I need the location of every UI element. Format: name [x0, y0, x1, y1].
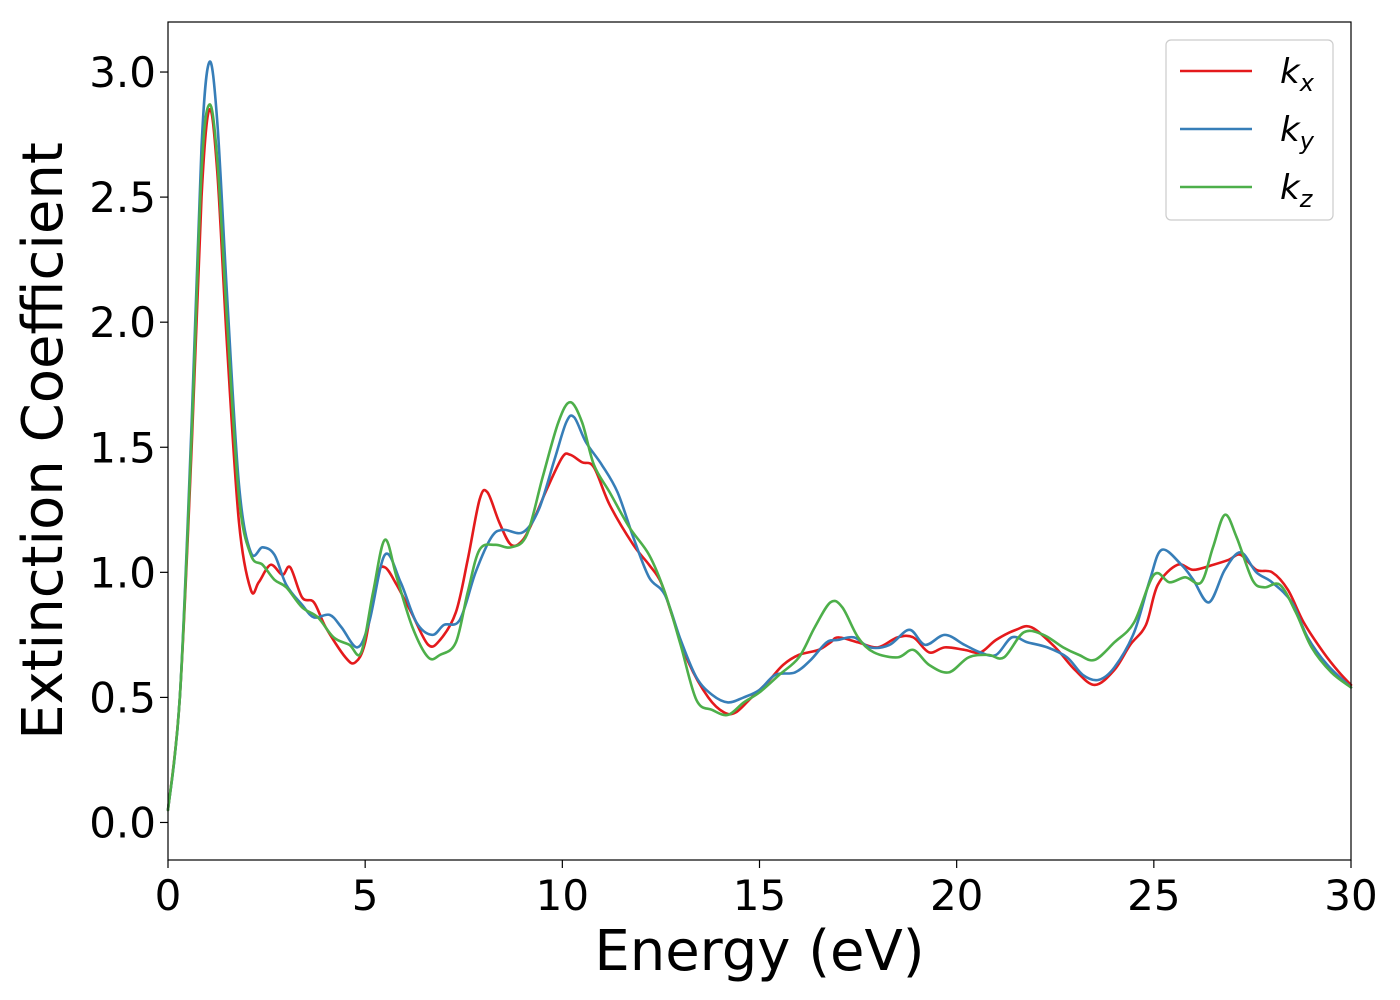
y-tick-label: 2.5 [89, 173, 156, 222]
y-tick-label: 1.5 [89, 423, 156, 472]
y-axis-ticks: 0.0 0.5 1.0 1.5 2.0 2.5 3.0 [89, 48, 168, 847]
x-axis-label: Energy (eV) [594, 919, 924, 984]
x-tick-label: 0 [155, 871, 182, 920]
x-tick-label: 10 [536, 871, 589, 920]
series-lines [166, 60, 1353, 812]
series-line-kz [166, 103, 1353, 812]
y-tick-label: 1.0 [89, 548, 156, 597]
x-axis-ticks: 0 5 10 15 20 25 30 [155, 860, 1378, 920]
y-tick-label: 0.5 [89, 673, 156, 722]
x-tick-label: 30 [1324, 871, 1377, 920]
x-tick-label: 5 [352, 871, 379, 920]
y-tick-label: 3.0 [89, 48, 156, 97]
y-axis-label: Extinction Coefficient [11, 142, 76, 740]
y-tick-label: 0.0 [89, 798, 156, 847]
x-tick-label: 25 [1127, 871, 1180, 920]
x-tick-label: 15 [733, 871, 786, 920]
x-tick-label: 20 [930, 871, 983, 920]
y-tick-label: 2.0 [89, 298, 156, 347]
